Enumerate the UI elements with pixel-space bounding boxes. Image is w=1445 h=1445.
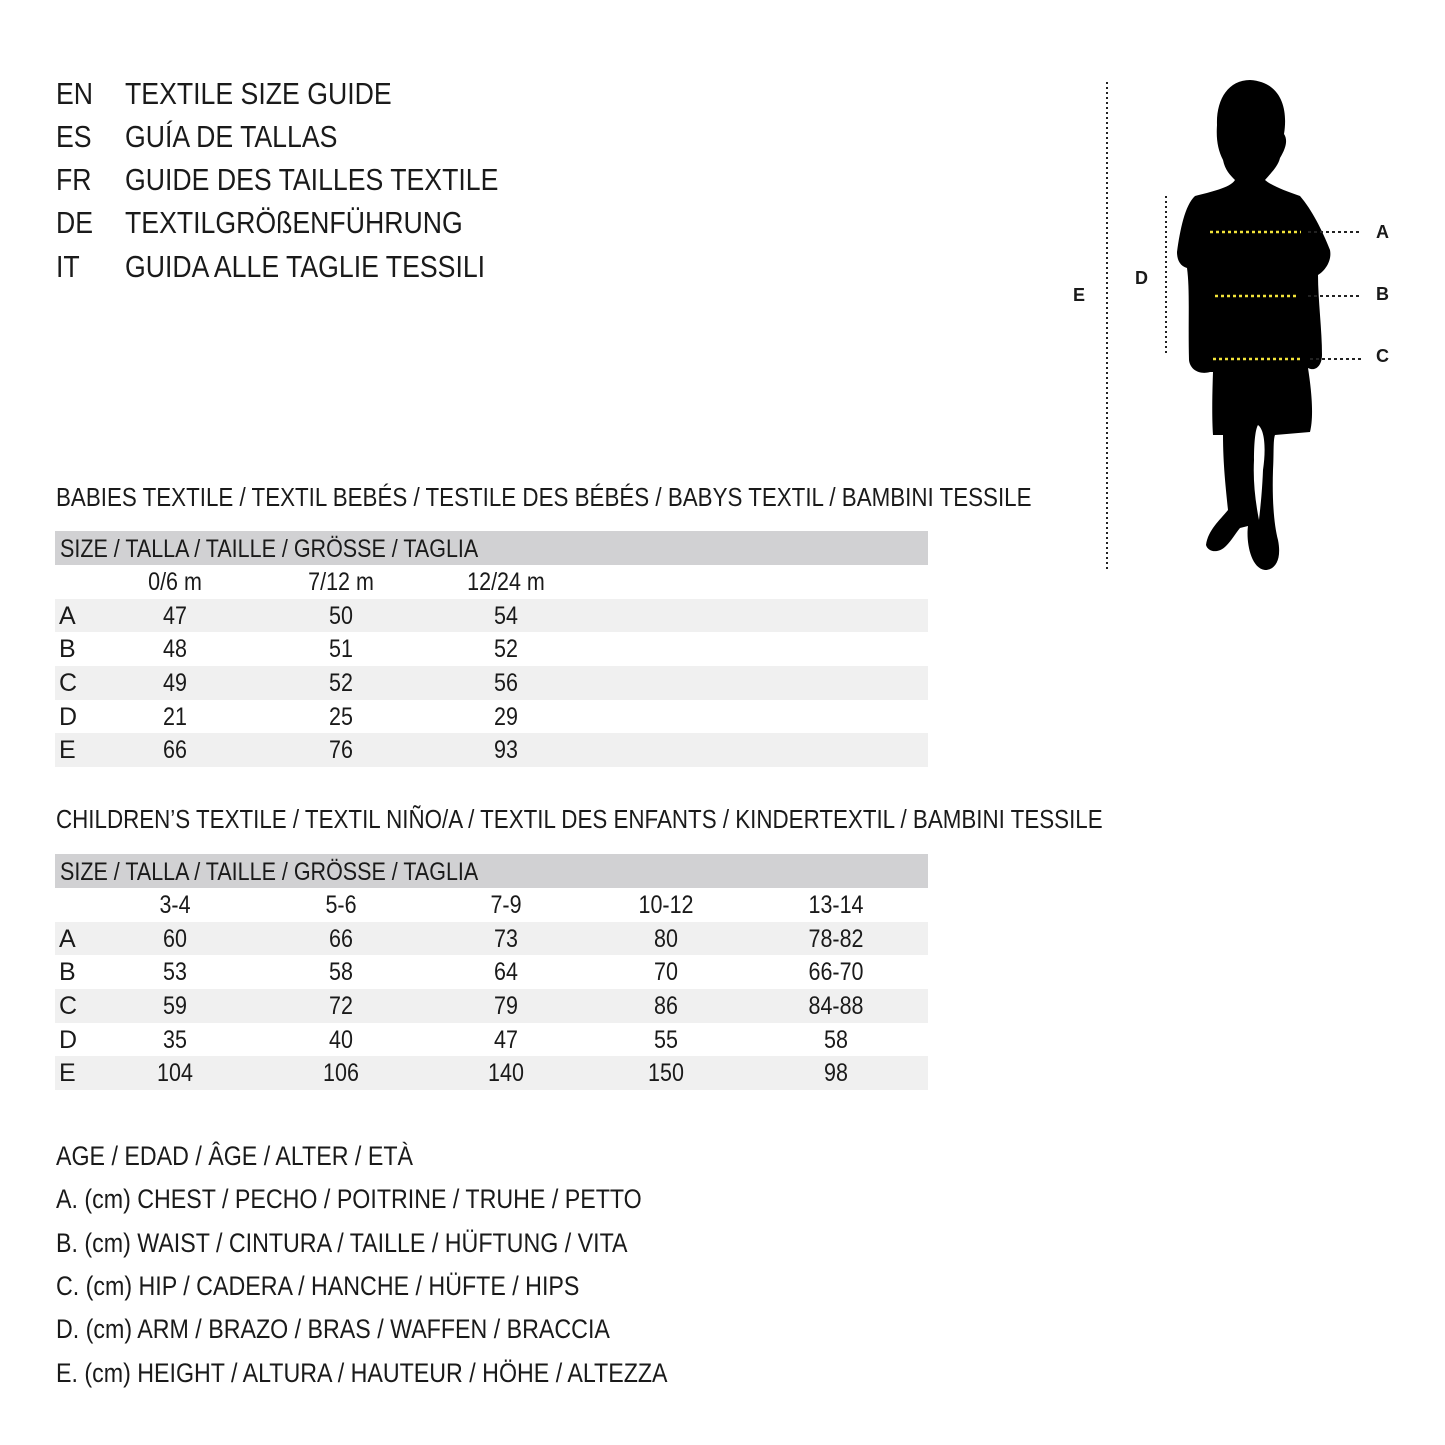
table-cell: 25 — [329, 702, 353, 731]
legend-waist: B. (cm) WAIST / CINTURA / TAILLE / HÜFTU… — [56, 1228, 628, 1258]
table-cell: 70 — [654, 958, 678, 987]
legend-age: AGE / EDAD / ÂGE / ALTER / ETÀ — [56, 1141, 414, 1171]
table-cell: 60 — [163, 924, 187, 953]
table-cell: 64 — [494, 958, 518, 987]
label-a: A — [1376, 222, 1389, 242]
table-cell: 52 — [329, 669, 353, 698]
label-e: E — [1073, 285, 1086, 305]
table-cell: 98 — [824, 1059, 848, 1088]
table-cell: 66-70 — [808, 958, 864, 987]
child-silhouette-icon — [1177, 80, 1331, 570]
table-cell: 59 — [163, 992, 187, 1021]
table-cell: 106 — [323, 1059, 359, 1088]
column-header-row: 0/6 m 7/12 m 12/24 m — [55, 565, 928, 599]
table-row: E 66 76 93 — [55, 733, 928, 768]
legend-height: E. (cm) HEIGHT / ALTURA / HAUTEUR / HÖHE… — [56, 1358, 668, 1388]
lang-code-it: IT — [56, 249, 80, 284]
column-header: 13-14 — [808, 891, 864, 919]
column-header: 12/24 m — [467, 568, 545, 596]
table-cell: 35 — [163, 1025, 187, 1054]
legend-chest: A. (cm) CHEST / PECHO / POITRINE / TRUHE… — [56, 1184, 642, 1214]
lang-code-en: EN — [56, 76, 94, 111]
table-cell: 79 — [494, 992, 518, 1021]
table-row: A 60 66 73 80 78-82 — [55, 921, 928, 956]
table-row: B 53 58 64 70 66-70 — [55, 955, 928, 989]
legend-hip: C. (cm) HIP / CADERA / HANCHE / HÜFTE / … — [56, 1271, 580, 1301]
table-cell: 84-88 — [808, 992, 864, 1021]
children-section-title: CHILDREN’S TEXTILE / TEXTIL NIÑO/A / TEX… — [56, 804, 1103, 834]
table-cell: 48 — [163, 635, 187, 664]
label-c: C — [1376, 346, 1389, 366]
column-header: 7-9 — [490, 891, 522, 919]
table-cell: 53 — [163, 958, 187, 987]
label-d: D — [1135, 268, 1148, 288]
table-cell: 52 — [494, 635, 518, 664]
table-cell: 47 — [163, 601, 187, 630]
table-cell: 54 — [494, 601, 518, 630]
lang-code-de: DE — [56, 205, 94, 240]
babies-section-title: BABIES TEXTILE / TEXTIL BEBÉS / TESTILE … — [56, 482, 1032, 512]
table-cell: 49 — [163, 669, 187, 698]
title-de: TEXTILGRÖßENFÜHRUNG — [125, 205, 463, 240]
title-es: GUÍA DE TALLAS — [125, 119, 338, 154]
size-header-bar: SIZE / TALLA / TAILLE / GRÖSSE / TAGLIA — [55, 854, 928, 888]
table-cell: 58 — [824, 1025, 848, 1054]
table-cell: 73 — [494, 924, 518, 953]
table-cell: 104 — [157, 1059, 193, 1088]
table-cell: 80 — [654, 924, 678, 953]
table-cell: 56 — [494, 669, 518, 698]
table-row: D 21 25 29 — [55, 700, 928, 734]
column-header: 0/6 m — [148, 568, 202, 596]
lang-code-es: ES — [56, 119, 92, 154]
table-cell: 51 — [329, 635, 353, 664]
table-cell: 58 — [329, 958, 353, 987]
column-header-row: 3-4 5-6 7-9 10-12 13-14 — [55, 888, 928, 922]
table-cell: 50 — [329, 601, 353, 630]
table-row: D 35 40 47 55 58 — [55, 1023, 928, 1057]
table-cell: 76 — [329, 736, 353, 765]
table-row: B 48 51 52 — [55, 632, 928, 666]
children-size-table: SIZE / TALLA / TAILLE / GRÖSSE / TAGLIA … — [55, 854, 928, 1091]
table-cell: 72 — [329, 992, 353, 1021]
label-b: B — [1376, 284, 1389, 304]
table-row: C 59 72 79 86 84-88 — [55, 989, 928, 1023]
row-label: B — [59, 958, 76, 987]
table-cell: 47 — [494, 1025, 518, 1054]
row-label: B — [59, 635, 76, 664]
child-silhouette-figure — [1106, 80, 1362, 570]
row-label: C — [59, 992, 78, 1021]
row-label: C — [59, 669, 78, 698]
table-cell: 93 — [494, 736, 518, 765]
babies-size-table: SIZE / TALLA / TAILLE / GRÖSSE / TAGLIA … — [55, 531, 928, 768]
row-label: A — [59, 601, 76, 630]
column-header: 10-12 — [638, 891, 694, 919]
column-header: 3-4 — [159, 891, 191, 919]
title-it: GUIDA ALLE TAGLIE TESSILI — [125, 249, 486, 284]
table-cell: 21 — [163, 702, 187, 731]
column-header: 7/12 m — [308, 568, 374, 596]
table-cell: 40 — [329, 1025, 353, 1054]
table-row: E 104 106 140 150 98 — [55, 1056, 928, 1091]
table-cell: 78-82 — [808, 924, 864, 953]
title-fr: GUIDE DES TAILLES TEXTILE — [125, 162, 499, 197]
table-cell: 55 — [654, 1025, 678, 1054]
table-cell: 150 — [648, 1059, 684, 1088]
row-label: D — [59, 1025, 78, 1054]
size-header-bar: SIZE / TALLA / TAILLE / GRÖSSE / TAGLIA — [55, 531, 928, 565]
table-cell: 29 — [494, 702, 518, 731]
row-label: D — [59, 702, 78, 731]
table-cell: 66 — [329, 924, 353, 953]
column-header: 5-6 — [325, 891, 357, 919]
table-row: C 49 52 56 — [55, 666, 928, 700]
row-label: E — [59, 736, 76, 765]
table-cell: 86 — [654, 992, 678, 1021]
table-cell: 140 — [488, 1059, 524, 1088]
table-cell: 66 — [163, 736, 187, 765]
lang-code-fr: FR — [56, 162, 92, 197]
legend-arm: D. (cm) ARM / BRAZO / BRAS / WAFFEN / BR… — [56, 1314, 610, 1344]
title-en: TEXTILE SIZE GUIDE — [125, 76, 392, 111]
row-label: A — [59, 924, 76, 953]
row-label: E — [59, 1059, 76, 1088]
table-row: A 47 50 54 — [55, 598, 928, 633]
